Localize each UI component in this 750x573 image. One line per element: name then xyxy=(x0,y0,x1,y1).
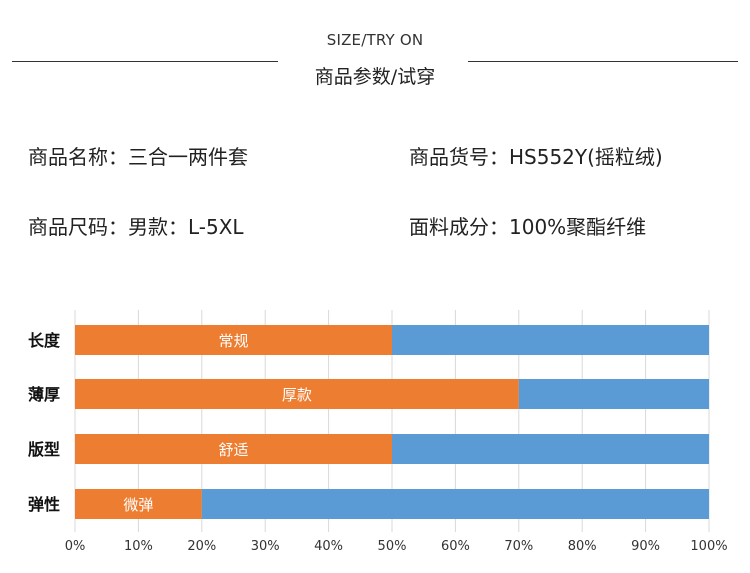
x-tick-label: 20% xyxy=(187,539,216,554)
header-divider-right xyxy=(468,61,738,62)
x-tick-label: 70% xyxy=(504,539,533,554)
spec-fabric: 面料成分：100%聚酯纤维 xyxy=(409,211,646,240)
bar-remainder xyxy=(518,379,709,409)
x-tick-label: 90% xyxy=(631,539,660,554)
bar-fill xyxy=(75,489,202,519)
header-title-en: SIZE/TRY ON xyxy=(326,31,424,49)
spec-product-name-label: 商品名称： xyxy=(28,145,128,169)
bar-remainder xyxy=(392,325,709,355)
spec-fabric-label: 面料成分： xyxy=(409,215,509,239)
category-label: 薄厚 xyxy=(28,385,60,404)
x-tick-label: 60% xyxy=(441,539,470,554)
x-tick-label: 30% xyxy=(251,539,280,554)
header-divider-left xyxy=(12,61,278,62)
x-tick-label: 80% xyxy=(568,539,597,554)
spec-fabric-value: 100%聚酯纤维 xyxy=(509,215,647,239)
category-label: 弹性 xyxy=(28,495,60,514)
spec-product-name: 商品名称：三合一两件套 xyxy=(28,141,248,170)
bar-data-label: 舒适 xyxy=(218,441,248,459)
spec-product-code: 商品货号：HS552Y(摇粒绒) xyxy=(409,141,663,170)
x-tick-label: 40% xyxy=(314,539,343,554)
x-tick-label: 0% xyxy=(65,539,86,554)
header-title-cn: 商品参数/试穿 xyxy=(314,66,436,88)
bar-data-label: 微弹 xyxy=(123,496,153,514)
spec-product-name-value: 三合一两件套 xyxy=(128,145,248,169)
bar-fill xyxy=(75,325,392,355)
x-tick-label: 10% xyxy=(124,539,153,554)
bar-fill xyxy=(75,434,392,464)
bar-fill xyxy=(75,379,519,409)
bar-data-label: 常规 xyxy=(218,332,248,350)
chart-bars xyxy=(75,325,710,519)
spec-product-size-value: 男款：L-5XL xyxy=(128,215,244,239)
category-label: 长度 xyxy=(28,331,61,350)
x-tick-label: 100% xyxy=(690,539,727,554)
bar-remainder xyxy=(392,434,709,464)
category-label: 版型 xyxy=(27,440,60,459)
spec-product-code-value: HS552Y(摇粒绒) xyxy=(509,145,663,169)
bar-remainder xyxy=(201,489,710,519)
bar-data-label: 厚款 xyxy=(282,386,312,404)
spec-product-size: 商品尺码：男款：L-5XL xyxy=(28,211,244,240)
x-tick-label: 50% xyxy=(378,539,407,554)
spec-product-code-label: 商品货号： xyxy=(409,145,509,169)
spec-product-size-label: 商品尺码： xyxy=(28,215,128,239)
